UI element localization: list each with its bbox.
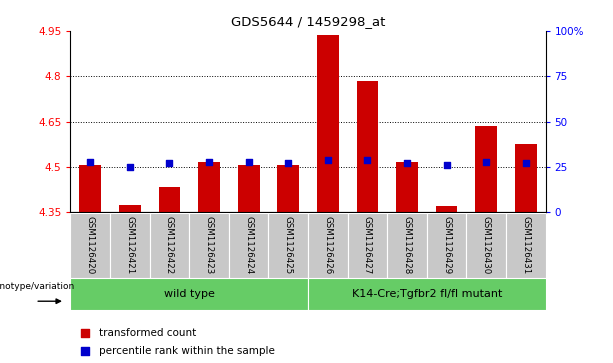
Bar	[475, 126, 497, 212]
Point	[204, 159, 214, 164]
Bar	[70, 278, 308, 310]
Bar	[70, 213, 110, 278]
Bar	[229, 213, 268, 278]
Bar	[506, 213, 546, 278]
Point	[125, 164, 135, 170]
Text: GSM1126425: GSM1126425	[284, 216, 293, 274]
Bar	[387, 213, 427, 278]
Text: GSM1126430: GSM1126430	[482, 216, 490, 274]
Point	[402, 160, 412, 166]
Point	[521, 160, 531, 166]
Point	[244, 159, 254, 164]
Point	[362, 157, 372, 163]
Text: GSM1126428: GSM1126428	[403, 216, 411, 274]
Text: GSM1126424: GSM1126424	[244, 216, 253, 274]
Bar	[80, 164, 101, 212]
Bar	[119, 205, 141, 212]
Text: transformed count: transformed count	[99, 328, 196, 338]
Text: genotype/variation: genotype/variation	[0, 282, 75, 291]
Bar	[150, 213, 189, 278]
Point	[481, 159, 491, 164]
Bar	[348, 213, 387, 278]
Text: GSM1126429: GSM1126429	[442, 216, 451, 274]
Text: K14-Cre;Tgfbr2 fl/fl mutant: K14-Cre;Tgfbr2 fl/fl mutant	[352, 289, 502, 299]
Bar	[317, 36, 339, 212]
Bar	[189, 213, 229, 278]
Text: wild type: wild type	[164, 289, 215, 299]
Bar	[436, 206, 457, 212]
Bar	[396, 163, 418, 212]
Bar	[159, 187, 180, 212]
Bar	[238, 166, 259, 212]
Bar	[357, 81, 378, 212]
Text: percentile rank within the sample: percentile rank within the sample	[99, 346, 275, 356]
Point	[323, 157, 333, 163]
Bar	[466, 213, 506, 278]
Point	[164, 160, 174, 166]
Text: GSM1126431: GSM1126431	[521, 216, 530, 274]
Bar	[515, 144, 536, 212]
Point	[85, 159, 95, 164]
Point	[283, 160, 293, 166]
Bar	[277, 166, 299, 212]
Text: GSM1126420: GSM1126420	[86, 216, 95, 274]
Text: GSM1126427: GSM1126427	[363, 216, 372, 274]
Bar	[268, 213, 308, 278]
Text: GSM1126423: GSM1126423	[205, 216, 213, 274]
Bar	[308, 278, 546, 310]
Bar	[198, 163, 220, 212]
Point	[442, 162, 452, 168]
Title: GDS5644 / 1459298_at: GDS5644 / 1459298_at	[231, 15, 385, 28]
Text: GSM1126421: GSM1126421	[126, 216, 134, 274]
Text: GSM1126422: GSM1126422	[165, 216, 174, 274]
Point	[433, 266, 443, 272]
Bar	[308, 213, 348, 278]
Text: GSM1126426: GSM1126426	[323, 216, 332, 274]
Bar	[110, 213, 150, 278]
Point	[433, 101, 443, 106]
Bar	[427, 213, 466, 278]
